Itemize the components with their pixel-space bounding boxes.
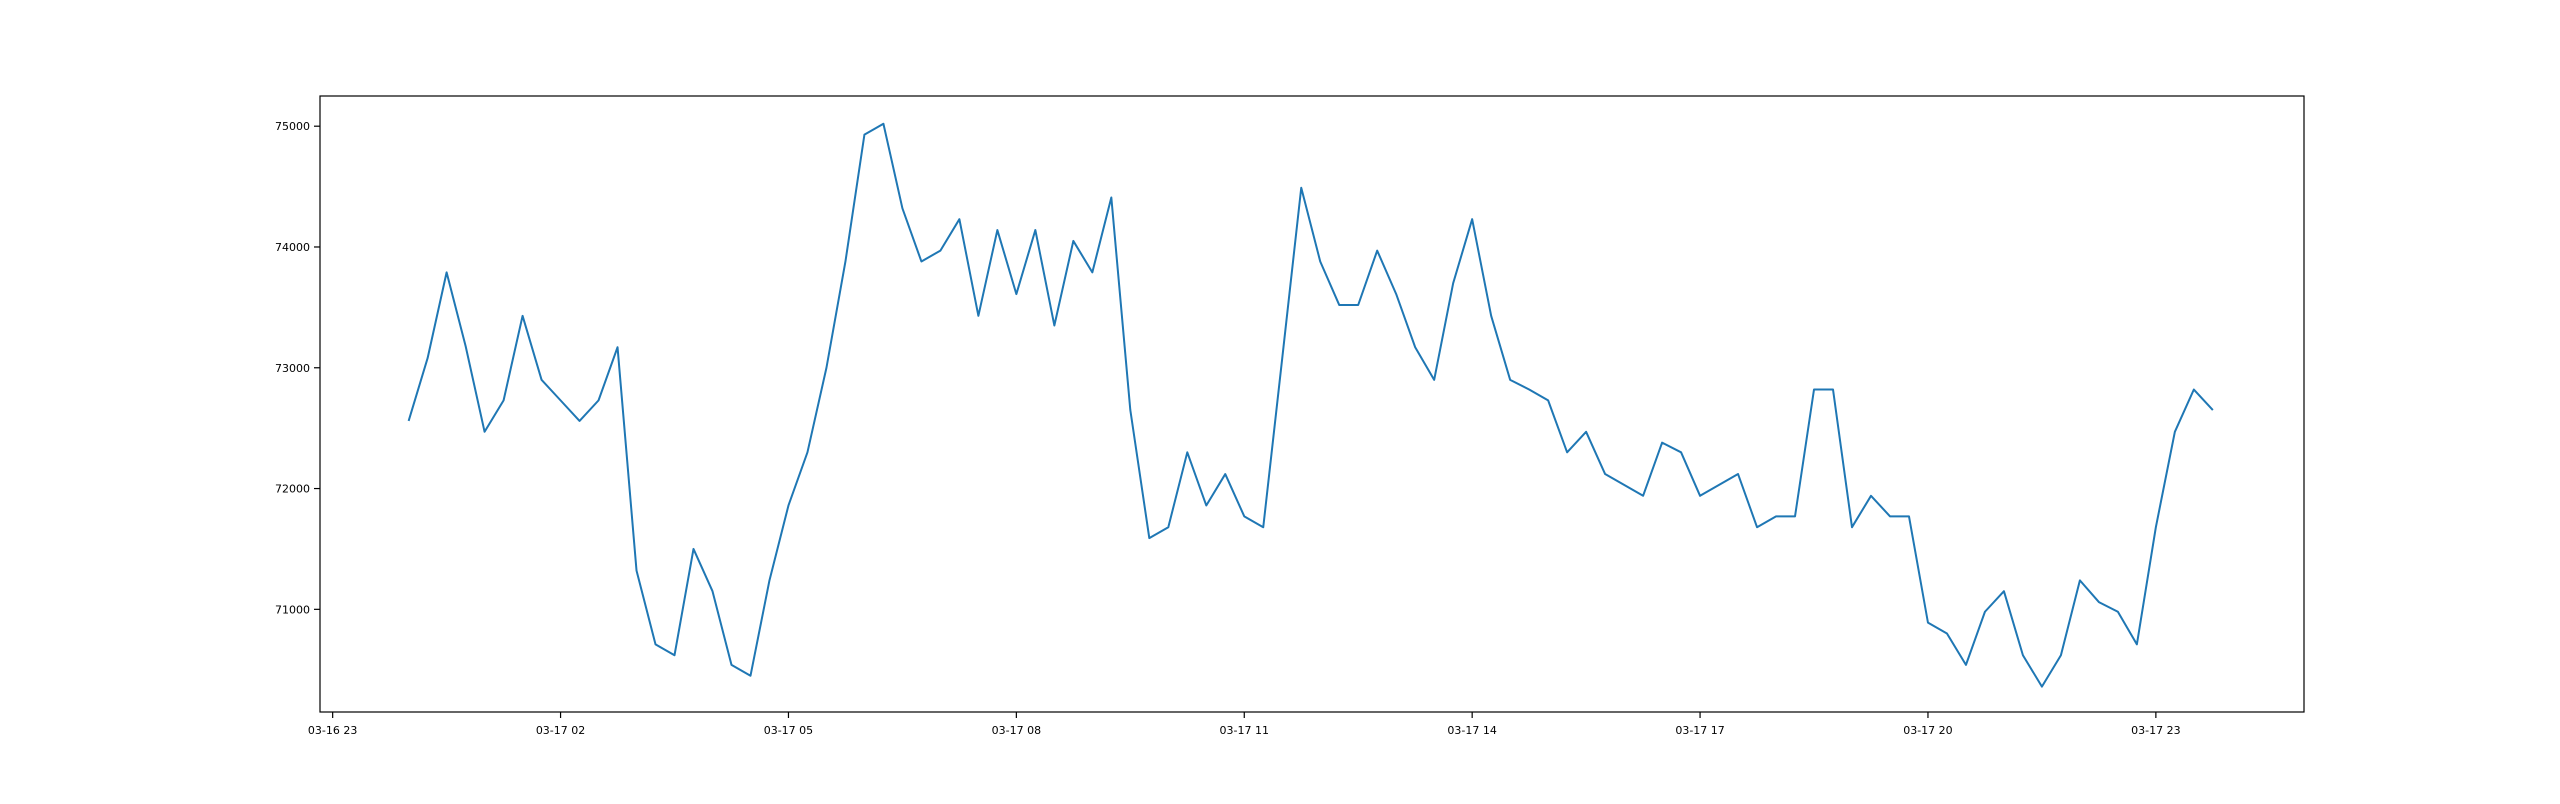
x-tick-label: 03-17 02 — [536, 724, 585, 737]
y-tick-label: 74000 — [275, 241, 310, 254]
y-tick-label: 71000 — [275, 603, 310, 616]
series-line-0 — [407, 122, 2214, 688]
x-tick-label: 03-17 17 — [1675, 724, 1724, 737]
x-tick-label: 03-16 23 — [308, 724, 357, 737]
y-tick-label: 75000 — [275, 120, 310, 133]
x-tick-label: 03-17 05 — [764, 724, 813, 737]
x-tick-label: 03-17 23 — [2131, 724, 2180, 737]
x-tick-label: 03-17 11 — [1220, 724, 1269, 737]
y-tick-label: 73000 — [275, 362, 310, 375]
x-tick-label: 03-17 08 — [992, 724, 1041, 737]
plot-frame — [319, 95, 2305, 713]
y-tick-label: 72000 — [275, 483, 310, 496]
x-tick-label: 03-17 20 — [1903, 724, 1952, 737]
x-tick-label: 03-17 14 — [1447, 724, 1496, 737]
